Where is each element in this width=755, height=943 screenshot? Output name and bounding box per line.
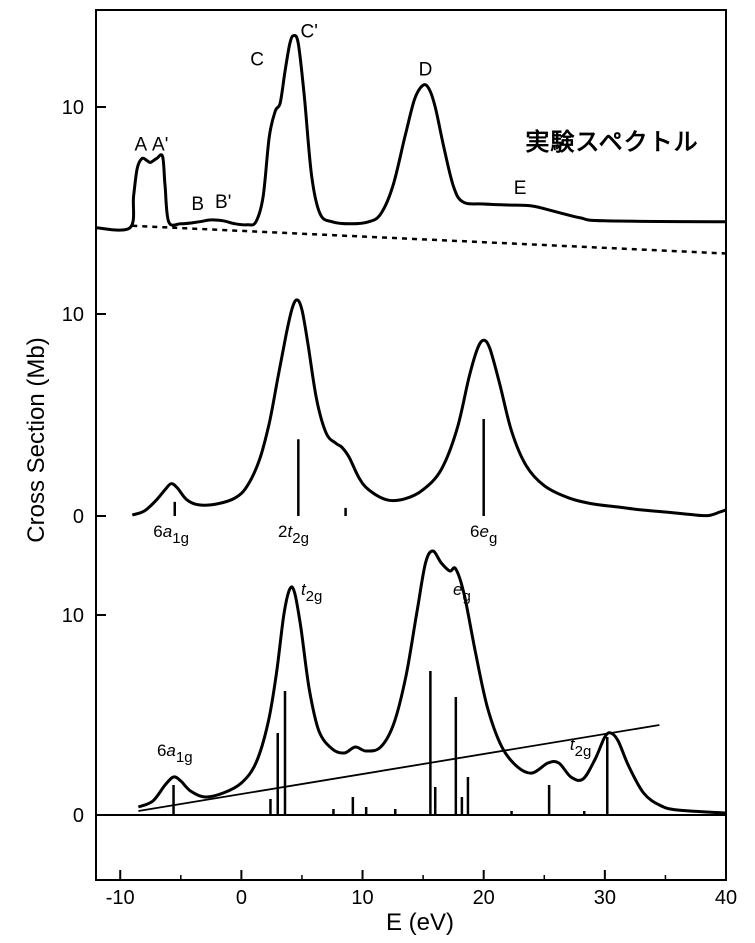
x-axis-label: E (eV) (386, 909, 454, 936)
y-tick-label: 10 (62, 304, 84, 326)
orbital-label: t2g (301, 580, 322, 605)
y-axis-label: Cross Section (Mb) (23, 337, 50, 542)
x-tick-label: 30 (594, 887, 616, 909)
background-line (138, 724, 660, 812)
peak-label: A (134, 135, 147, 156)
axes: -10 0 10 20 30 40 (106, 870, 737, 909)
calculation-1-panel: 0 10 6a1g 2t2g 6eg (62, 298, 727, 547)
orbital-label: 2t2g (278, 522, 309, 547)
x-tick-label: 40 (715, 887, 737, 909)
orbital-label: t2g (570, 735, 591, 760)
y-tick-label: 0 (73, 805, 84, 827)
peak-label: A' (152, 135, 168, 156)
dashed-baseline (132, 224, 727, 255)
orbital-label: 6a1g (157, 741, 193, 766)
peak-label: C (250, 49, 264, 70)
y-tick-label: 10 (62, 97, 84, 119)
peak-label: C' (301, 22, 318, 43)
spectrum-curve (95, 34, 727, 232)
orbital-label: 6a1g (153, 522, 189, 547)
peak-label: E (514, 178, 527, 199)
experimental-panel: 10 A A' B B' C C' D E 実験スペクトル (62, 22, 727, 255)
peak-label: B (191, 194, 204, 215)
x-tick-label: 20 (473, 887, 495, 909)
panel-title: 実験スペクトル (525, 128, 698, 156)
spectrum-curve (137, 549, 727, 815)
orbital-label: 6eg (470, 522, 497, 547)
calculation-2-panel: 0 10 t2g eg 6a1g t2g (62, 549, 727, 827)
peak-label: B' (215, 192, 231, 213)
y-tick-label: 0 (73, 506, 84, 528)
orbital-label: eg (453, 580, 471, 605)
plot-border (95, 9, 727, 881)
y-tick-label: 10 (62, 605, 84, 627)
plot-frame (95, 9, 727, 881)
peak-label: D (419, 59, 433, 80)
x-tick-label: 10 (351, 887, 373, 909)
spectrum-curve (131, 298, 727, 518)
x-tick-label: 0 (236, 887, 247, 909)
x-tick-label: -10 (106, 887, 135, 909)
